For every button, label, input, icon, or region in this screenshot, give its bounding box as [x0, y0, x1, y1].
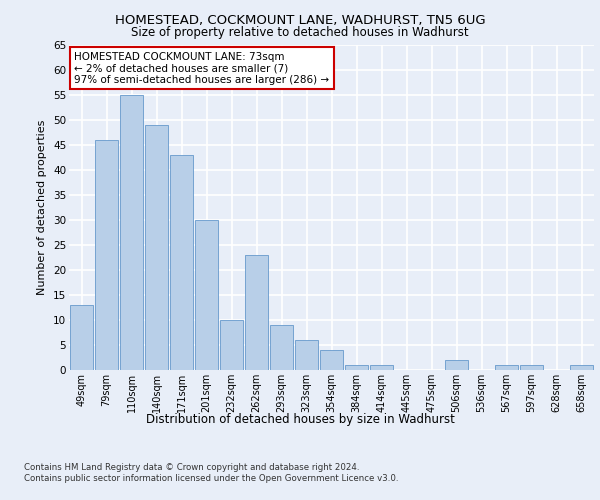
Text: HOMESTEAD COCKMOUNT LANE: 73sqm
← 2% of detached houses are smaller (7)
97% of s: HOMESTEAD COCKMOUNT LANE: 73sqm ← 2% of … [74, 52, 329, 84]
Bar [345, 365, 368, 370]
Bar [270, 325, 293, 370]
Text: HOMESTEAD, COCKMOUNT LANE, WADHURST, TN5 6UG: HOMESTEAD, COCKMOUNT LANE, WADHURST, TN5… [115, 14, 485, 27]
Bar [445, 360, 468, 370]
Bar [95, 140, 118, 370]
Bar [145, 125, 168, 370]
Bar [195, 220, 218, 370]
Bar [495, 365, 518, 370]
Text: Size of property relative to detached houses in Wadhurst: Size of property relative to detached ho… [131, 26, 469, 39]
Bar [245, 255, 268, 370]
Bar [220, 320, 243, 370]
Text: Contains HM Land Registry data © Crown copyright and database right 2024.: Contains HM Land Registry data © Crown c… [24, 462, 359, 471]
Text: Distribution of detached houses by size in Wadhurst: Distribution of detached houses by size … [146, 412, 454, 426]
Bar [295, 340, 318, 370]
Text: Contains public sector information licensed under the Open Government Licence v3: Contains public sector information licen… [24, 474, 398, 483]
Y-axis label: Number of detached properties: Number of detached properties [37, 120, 47, 295]
Bar [70, 305, 93, 370]
Bar [520, 365, 543, 370]
Bar [570, 365, 593, 370]
Bar [170, 155, 193, 370]
Bar [320, 350, 343, 370]
Bar [120, 95, 143, 370]
Bar [370, 365, 393, 370]
